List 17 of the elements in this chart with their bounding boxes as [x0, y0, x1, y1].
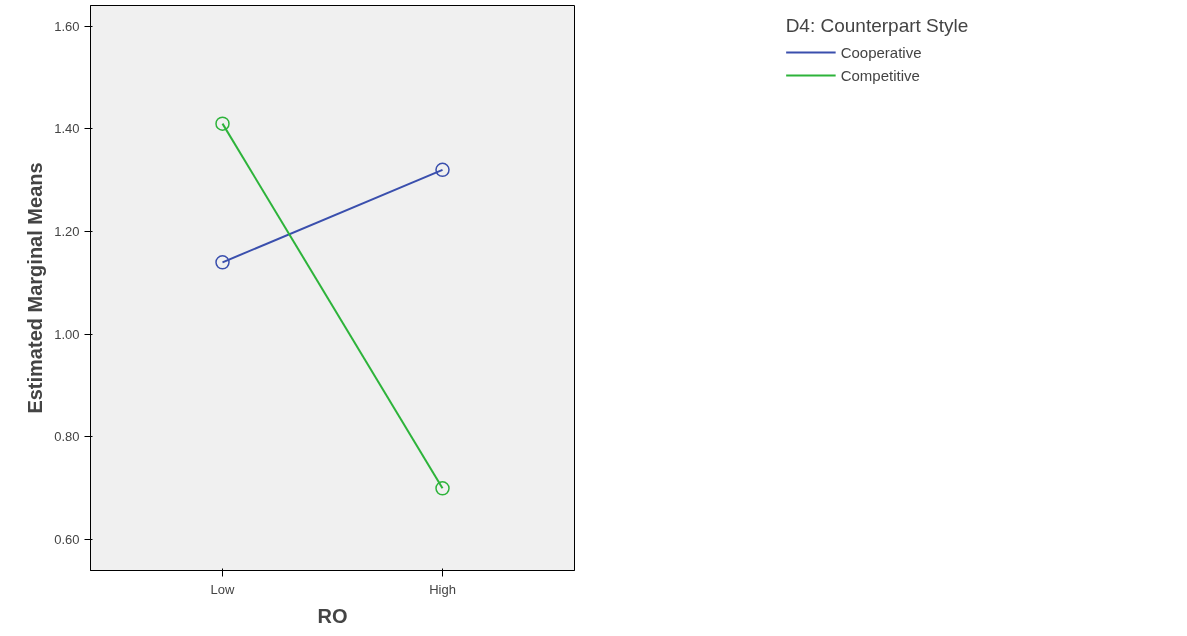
y-tick-label: 1.00	[54, 326, 80, 342]
x-axis-title: RO	[317, 604, 348, 627]
point	[435, 162, 450, 178]
x-tick-label: High	[429, 581, 456, 597]
y-tick-label: 0.60	[54, 532, 80, 548]
y-tick-label: 1.40	[54, 121, 80, 137]
y-tick-label: 1.20	[54, 224, 80, 239]
y-tick-label: 0.80	[54, 429, 80, 445]
point	[215, 255, 230, 270]
legend-label: Competitive	[840, 66, 920, 84]
y-axis-title: Estimated Marginal Means	[24, 162, 47, 414]
legend-title: D4: Counterpart Style	[785, 15, 969, 37]
legend-label: Cooperative	[840, 43, 922, 61]
y-tick-label: 1.60	[54, 18, 80, 34]
point	[215, 116, 230, 131]
point	[435, 481, 450, 496]
x-tick-label: Low	[210, 581, 236, 597]
